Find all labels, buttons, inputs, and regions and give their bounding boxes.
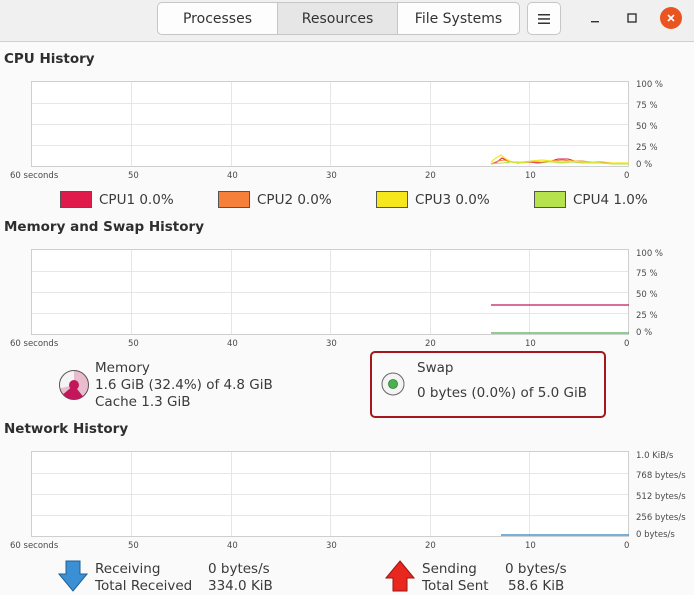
- network-y-tick: 1.0 KiB/s: [636, 451, 674, 461]
- cpu4-line: [490, 160, 629, 165]
- cpu-x-tick: 20: [425, 171, 436, 181]
- swap-pie-icon[interactable]: [381, 372, 405, 396]
- memory-x-tick: 30: [326, 339, 337, 349]
- cpu-y-tick: 0 %: [636, 160, 653, 170]
- network-section-title: Network History: [4, 421, 129, 437]
- memory-section-title: Memory and Swap History: [4, 219, 204, 235]
- memory-y-tick: 25 %: [636, 311, 658, 321]
- tab-file-systems[interactable]: File Systems: [414, 10, 503, 27]
- memory-x-tick: 60 seconds: [10, 339, 59, 349]
- cpu-x-tick: 60 seconds: [10, 171, 59, 181]
- cpu2-label: CPU2: [257, 191, 294, 208]
- cpu-y-tick: 75 %: [636, 101, 658, 111]
- cpu3-label: CPU3: [415, 191, 452, 208]
- memory-y-tick: 0 %: [636, 328, 653, 338]
- cpu3-color-swatch[interactable]: [376, 191, 408, 208]
- cpu-graph: [31, 81, 629, 167]
- total-received-value: 334.0 KiB: [208, 578, 273, 594]
- swap-highlight-box: [370, 351, 606, 418]
- network-y-tick: 0 bytes/s: [636, 530, 675, 540]
- legend-cpu3[interactable]: CPU3 0.0%: [376, 191, 490, 208]
- hamburger-icon: [538, 13, 550, 24]
- network-x-tick: 20: [425, 541, 436, 551]
- cpu4-color-swatch[interactable]: [534, 191, 566, 208]
- cpu-y-tick: 50 %: [636, 122, 658, 132]
- network-y-tick: 512 bytes/s: [636, 492, 686, 502]
- cpu-y-tick: 100 %: [636, 80, 664, 90]
- memory-graph: [31, 249, 629, 335]
- view-switcher: Processes Resources File Systems: [157, 2, 520, 35]
- cpu-x-tick: 30: [326, 171, 337, 181]
- memory-x-tick: 10: [525, 339, 536, 349]
- network-x-tick: 30: [326, 541, 337, 551]
- network-x-tick: 0: [624, 541, 630, 551]
- close-button[interactable]: [660, 7, 682, 29]
- memory-usage-value: 1.6 GiB (32.4%) of 4.8 GiB: [95, 377, 273, 393]
- network-x-tick: 10: [525, 541, 536, 551]
- network-graph: [31, 451, 629, 537]
- cpu1-label: CPU1: [99, 191, 136, 208]
- legend-cpu1[interactable]: CPU1 0.0%: [60, 191, 174, 208]
- memory-label: Memory: [95, 360, 150, 376]
- cpu-x-tick: 10: [525, 171, 536, 181]
- network-y-tick: 256 bytes/s: [636, 513, 686, 523]
- maximize-button[interactable]: [621, 7, 643, 29]
- sending-label: Sending: [422, 561, 477, 577]
- sending-arrow-icon[interactable]: [385, 560, 415, 592]
- memory-y-tick: 75 %: [636, 269, 658, 279]
- maximize-icon: [627, 13, 637, 23]
- cpu-x-tick: 0: [624, 171, 630, 181]
- memory-x-tick: 50: [128, 339, 139, 349]
- memory-pie-icon[interactable]: [58, 369, 90, 401]
- memory-x-tick: 40: [227, 339, 238, 349]
- receiving-arrow-icon[interactable]: [58, 560, 88, 592]
- network-history-lines: [501, 534, 629, 536]
- close-icon: [667, 14, 675, 22]
- memory-history-lines: [491, 304, 629, 334]
- legend-cpu2[interactable]: CPU2 0.0%: [218, 191, 332, 208]
- memory-cache-value: Cache 1.3 GiB: [95, 394, 191, 410]
- cpu2-value: 0.0%: [297, 191, 332, 208]
- cpu-x-tick: 40: [227, 171, 238, 181]
- receiving-label: Receiving: [95, 561, 161, 577]
- cpu4-label: CPU4: [573, 191, 610, 208]
- memory-x-tick: 0: [624, 339, 630, 349]
- cpu-history-lines: [490, 154, 629, 165]
- memory-y-tick: 50 %: [636, 290, 658, 300]
- minimize-icon: [591, 21, 599, 23]
- tab-processes[interactable]: Processes: [158, 3, 278, 34]
- network-x-tick: 50: [128, 541, 139, 551]
- cpu2-color-swatch[interactable]: [218, 191, 250, 208]
- cpu-x-tick: 50: [128, 171, 139, 181]
- swap-usage-value: 0 bytes (0.0%) of 5.0 GiB: [417, 385, 588, 401]
- network-x-tick: 60 seconds: [10, 541, 59, 551]
- total-sent-value: 58.6 KiB: [508, 578, 565, 594]
- total-sent-label: Total Sent: [422, 578, 489, 594]
- receiving-value: 0 bytes/s: [208, 561, 270, 577]
- cpu1-value: 0.0%: [139, 191, 174, 208]
- header-bar: Processes Resources File Systems: [0, 0, 694, 42]
- cpu3-value: 0.0%: [455, 191, 490, 208]
- memory-y-tick: 100 %: [636, 249, 664, 259]
- minimize-button[interactable]: [584, 7, 606, 29]
- cpu-section-title: CPU History: [4, 51, 95, 67]
- sending-value: 0 bytes/s: [505, 561, 567, 577]
- network-y-tick: 768 bytes/s: [636, 471, 686, 481]
- memory-x-tick: 20: [425, 339, 436, 349]
- cpu1-color-swatch[interactable]: [60, 191, 92, 208]
- legend-cpu4[interactable]: CPU4 1.0%: [534, 191, 648, 208]
- swap-label: Swap: [417, 360, 454, 376]
- total-received-label: Total Received: [95, 578, 193, 594]
- cpu4-value: 1.0%: [613, 191, 648, 208]
- tab-resources[interactable]: Resources: [278, 3, 398, 34]
- menu-button[interactable]: [527, 2, 561, 35]
- network-x-tick: 40: [227, 541, 238, 551]
- cpu-y-tick: 25 %: [636, 143, 658, 153]
